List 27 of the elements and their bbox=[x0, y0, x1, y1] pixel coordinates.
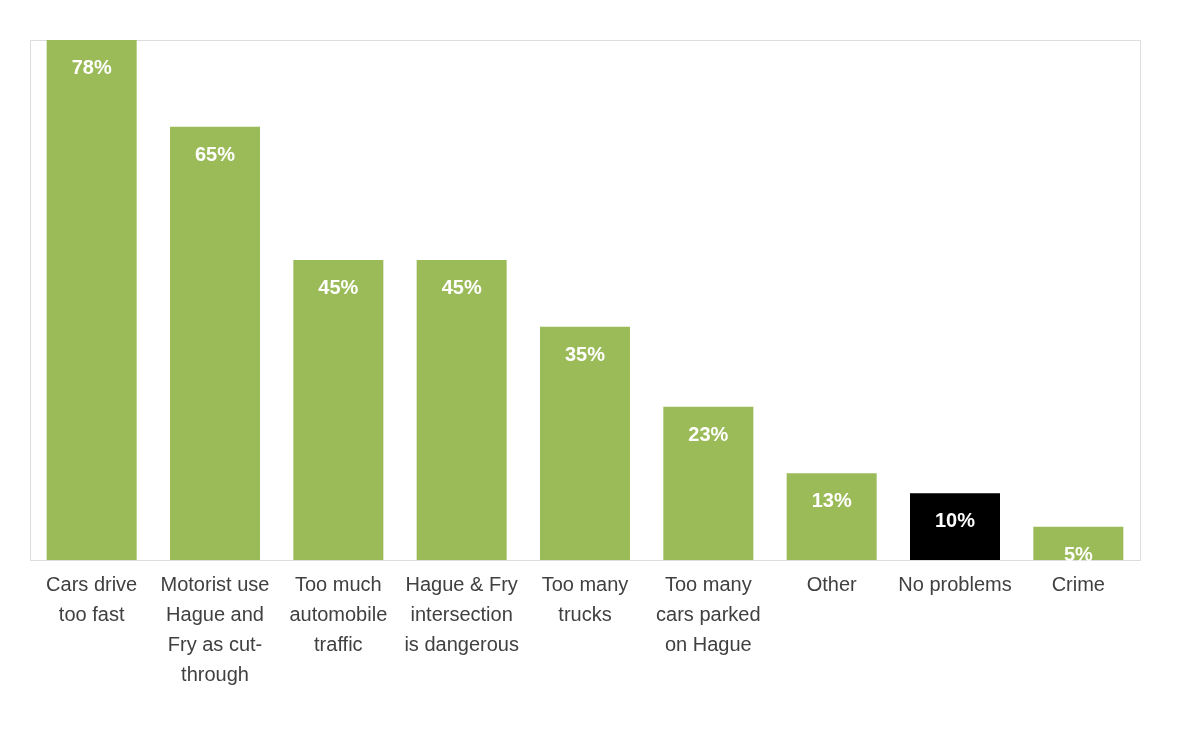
data-label: 10% bbox=[934, 509, 976, 532]
x-tick-label: Too many trucks bbox=[541, 572, 629, 625]
bar bbox=[293, 260, 384, 560]
x-tick-label: No problems bbox=[898, 572, 1012, 595]
x-tick-label: Crime bbox=[1051, 572, 1106, 595]
data-label: 45% bbox=[441, 276, 482, 298]
x-tick-label: Cars drive too fast bbox=[46, 572, 138, 625]
data-label: 45% bbox=[318, 276, 359, 298]
bar bbox=[910, 493, 1000, 560]
x-tick-label: Too much automobile traffic bbox=[289, 572, 388, 655]
data-label: 23% bbox=[688, 422, 729, 445]
data-label: 78% bbox=[71, 56, 112, 78]
bar bbox=[1033, 526, 1124, 560]
bar bbox=[786, 473, 877, 560]
x-tick-label: Hague & Fry intersection is dangerous bbox=[404, 572, 519, 655]
bar bbox=[46, 40, 137, 560]
bar bbox=[170, 126, 260, 560]
data-label: 65% bbox=[194, 142, 236, 165]
x-tick-label: Other bbox=[806, 572, 858, 595]
x-tick-label: Motorist use Hague and Fry as cut-through bbox=[160, 572, 270, 685]
data-label: 35% bbox=[564, 342, 606, 365]
bar bbox=[663, 406, 754, 560]
x-tick-label: Too many cars parked on Hague bbox=[656, 572, 761, 655]
data-label: 13% bbox=[811, 489, 852, 512]
bar bbox=[416, 260, 507, 560]
bar bbox=[540, 326, 630, 560]
data-label: 5% bbox=[1063, 542, 1093, 565]
